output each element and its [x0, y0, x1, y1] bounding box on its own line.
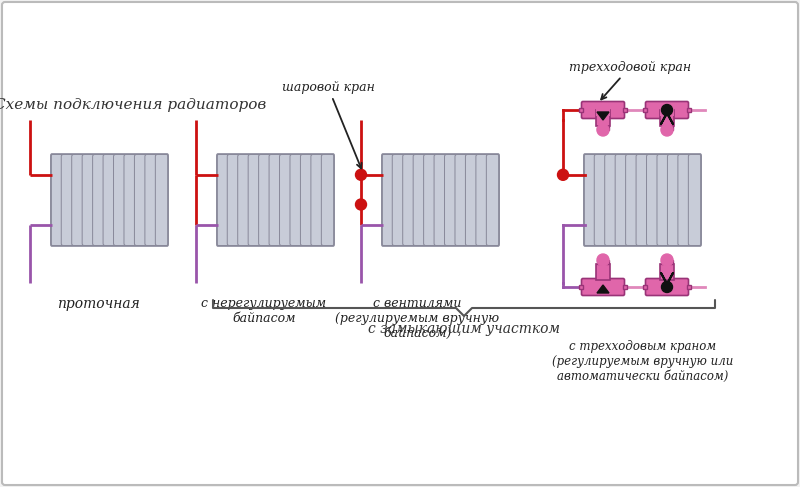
FancyBboxPatch shape: [486, 154, 499, 245]
Circle shape: [597, 254, 609, 266]
FancyBboxPatch shape: [238, 154, 250, 245]
FancyBboxPatch shape: [582, 101, 625, 118]
Bar: [661, 126, 665, 130]
FancyBboxPatch shape: [626, 154, 638, 245]
Bar: [596, 264, 610, 280]
Bar: [643, 108, 647, 112]
FancyBboxPatch shape: [258, 154, 271, 245]
FancyBboxPatch shape: [155, 154, 168, 245]
Bar: [596, 110, 610, 126]
FancyBboxPatch shape: [51, 154, 64, 245]
FancyBboxPatch shape: [103, 154, 116, 245]
FancyBboxPatch shape: [594, 154, 607, 245]
FancyBboxPatch shape: [82, 154, 95, 245]
Bar: [669, 126, 673, 130]
Bar: [661, 260, 665, 264]
Polygon shape: [597, 112, 609, 120]
FancyBboxPatch shape: [217, 154, 230, 245]
FancyBboxPatch shape: [392, 154, 405, 245]
FancyBboxPatch shape: [667, 154, 680, 245]
FancyBboxPatch shape: [227, 154, 240, 245]
Bar: [579, 108, 583, 112]
Circle shape: [662, 105, 673, 115]
FancyBboxPatch shape: [615, 154, 628, 245]
FancyBboxPatch shape: [646, 101, 689, 118]
FancyBboxPatch shape: [402, 154, 415, 245]
FancyBboxPatch shape: [322, 154, 334, 245]
FancyBboxPatch shape: [688, 154, 701, 245]
Bar: [643, 285, 647, 289]
Polygon shape: [597, 285, 609, 293]
Bar: [579, 285, 583, 289]
Bar: [596, 104, 610, 116]
Bar: [687, 285, 691, 289]
Bar: [660, 104, 674, 116]
Circle shape: [355, 169, 366, 180]
FancyBboxPatch shape: [413, 154, 426, 245]
Text: трехходовой кран: трехходовой кран: [569, 60, 691, 99]
Text: с трехходовым краном
(регулируемым вручную или
автоматически байпасом): с трехходовым краном (регулируемым вручн…: [552, 340, 733, 383]
Circle shape: [661, 254, 673, 266]
FancyBboxPatch shape: [646, 154, 659, 245]
FancyBboxPatch shape: [290, 154, 303, 245]
FancyBboxPatch shape: [269, 154, 282, 245]
Text: проточная: проточная: [57, 297, 139, 311]
FancyBboxPatch shape: [248, 154, 261, 245]
FancyBboxPatch shape: [657, 154, 670, 245]
FancyBboxPatch shape: [678, 154, 690, 245]
Bar: [597, 260, 601, 264]
FancyBboxPatch shape: [279, 154, 292, 245]
Text: с нерегулируемым
байпасом: с нерегулируемым байпасом: [202, 297, 326, 325]
FancyBboxPatch shape: [382, 154, 394, 245]
Bar: [597, 126, 601, 130]
Circle shape: [355, 199, 366, 210]
Text: Схемы подключения радиаторов: Схемы подключения радиаторов: [0, 98, 266, 112]
FancyBboxPatch shape: [584, 154, 597, 245]
FancyBboxPatch shape: [424, 154, 437, 245]
FancyBboxPatch shape: [93, 154, 106, 245]
FancyBboxPatch shape: [466, 154, 478, 245]
Bar: [623, 108, 627, 112]
Bar: [660, 281, 674, 293]
FancyBboxPatch shape: [114, 154, 126, 245]
Circle shape: [662, 281, 673, 293]
Circle shape: [558, 169, 569, 180]
Bar: [605, 126, 609, 130]
FancyBboxPatch shape: [646, 279, 689, 296]
Bar: [623, 285, 627, 289]
FancyBboxPatch shape: [145, 154, 158, 245]
Bar: [660, 110, 674, 126]
Bar: [669, 260, 673, 264]
FancyBboxPatch shape: [582, 279, 625, 296]
FancyBboxPatch shape: [605, 154, 618, 245]
Text: с замыкающим участком: с замыкающим участком: [368, 322, 560, 336]
FancyBboxPatch shape: [311, 154, 324, 245]
Bar: [596, 281, 610, 293]
FancyBboxPatch shape: [301, 154, 314, 245]
FancyBboxPatch shape: [72, 154, 85, 245]
FancyBboxPatch shape: [124, 154, 137, 245]
FancyBboxPatch shape: [62, 154, 74, 245]
FancyBboxPatch shape: [636, 154, 649, 245]
Circle shape: [661, 124, 673, 136]
Text: с вентилями
(регулируемым вручную
байпасом): с вентилями (регулируемым вручную байпас…: [335, 297, 499, 340]
FancyBboxPatch shape: [476, 154, 489, 245]
Bar: [605, 260, 609, 264]
FancyBboxPatch shape: [445, 154, 458, 245]
FancyBboxPatch shape: [134, 154, 147, 245]
Bar: [687, 108, 691, 112]
Bar: [660, 264, 674, 280]
FancyBboxPatch shape: [455, 154, 468, 245]
Text: шаровой кран: шаровой кран: [282, 80, 374, 169]
Circle shape: [597, 124, 609, 136]
FancyBboxPatch shape: [434, 154, 447, 245]
